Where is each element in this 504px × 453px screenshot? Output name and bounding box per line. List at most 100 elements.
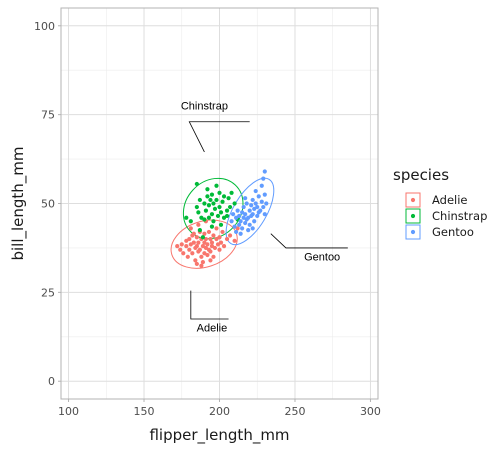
data-point [261,204,266,210]
data-point [196,210,201,215]
data-point [259,183,264,188]
x-tick-label: 150 [134,405,155,418]
legend-item-adelie: Adelie [405,192,468,208]
data-point [264,201,269,206]
data-point [253,188,258,194]
plot-area: Chinstrap Gentoo Adelie [60,7,379,400]
legend-key-point [410,229,416,235]
y-tick-label: 100 [34,20,55,33]
data-point [237,222,242,227]
x-tick-label: 200 [209,405,230,418]
data-point [211,201,216,206]
data-point [247,222,252,227]
data-point [253,201,258,206]
data-point [208,249,213,254]
data-point [217,235,222,240]
data-point [209,240,215,245]
y-axis-title: bill_length_mm [9,146,28,260]
legend-label: Chinstrap [432,209,487,223]
data-point [199,263,204,268]
x-tick-label: 300 [360,405,381,418]
data-point [262,212,267,217]
data-point [208,197,213,203]
legend-item-gentoo: Gentoo [405,224,474,240]
data-point [209,224,215,229]
legend-title: species [393,166,449,184]
data-point [214,183,219,188]
data-point [196,222,201,227]
data-point [203,208,209,213]
data-point [187,236,192,242]
data-point [205,194,210,199]
data-point [249,203,254,208]
data-point [179,242,184,247]
data-point [181,251,186,256]
data-point [212,206,218,211]
data-point [184,215,189,220]
data-point [205,252,210,258]
data-point [187,247,192,252]
annotation-leader-gentoo [270,233,348,249]
data-point [246,228,251,233]
data-point [194,244,199,249]
data-point [226,196,231,201]
data-point [230,212,236,217]
data-point [229,219,234,224]
y-tick-label: 0 [48,375,55,388]
data-point [218,210,224,215]
data-point [217,204,222,210]
data-point [202,201,207,206]
data-point [250,212,255,217]
data-point [221,194,227,199]
data-point [178,247,183,252]
data-point [197,228,202,233]
data-point [250,226,255,231]
data-point [197,247,202,252]
data-point [202,231,207,236]
data-point [220,229,225,235]
data-point [232,224,237,229]
data-point [185,254,190,259]
annotation-label-gentoo: Gentoo [304,251,340,263]
annotation-leader-adelie [190,290,229,320]
data-point [217,190,222,195]
legend-label: Adelie [432,193,468,207]
annotation-label-chinstrap: Chinstrap [181,100,228,112]
data-point [194,261,199,267]
y-tick-label: 50 [41,198,55,211]
data-point [241,204,246,210]
data-point [232,201,237,206]
data-point [255,213,260,219]
data-point [243,212,248,217]
data-point [238,219,243,224]
data-point [212,245,218,251]
data-point [205,187,210,192]
data-point [238,231,243,236]
x-axis-title: flipper_length_mm [149,426,289,445]
data-point [184,244,189,249]
data-point [191,231,196,236]
data-point [259,199,264,204]
data-point [215,213,221,219]
data-point [218,222,224,227]
data-point [200,235,205,240]
data-point [205,242,210,247]
data-point [227,204,233,210]
data-point [229,190,234,195]
data-point [247,208,252,213]
data-point [214,197,219,203]
data-point [224,213,230,219]
data-point [255,204,260,210]
data-point [250,197,255,203]
axes: 100 150 200 250 300 0 25 50 75 100 flipper_length_… [9,20,381,445]
data-point [202,217,207,222]
series-chinstrap [184,181,240,240]
data-point [224,208,230,213]
data-point [206,215,212,220]
data-point [240,226,245,231]
data-point [196,240,201,245]
data-point [206,229,212,235]
data-point [232,238,237,243]
annotation-leader-chinstrap [188,121,250,153]
data-point [175,244,180,249]
